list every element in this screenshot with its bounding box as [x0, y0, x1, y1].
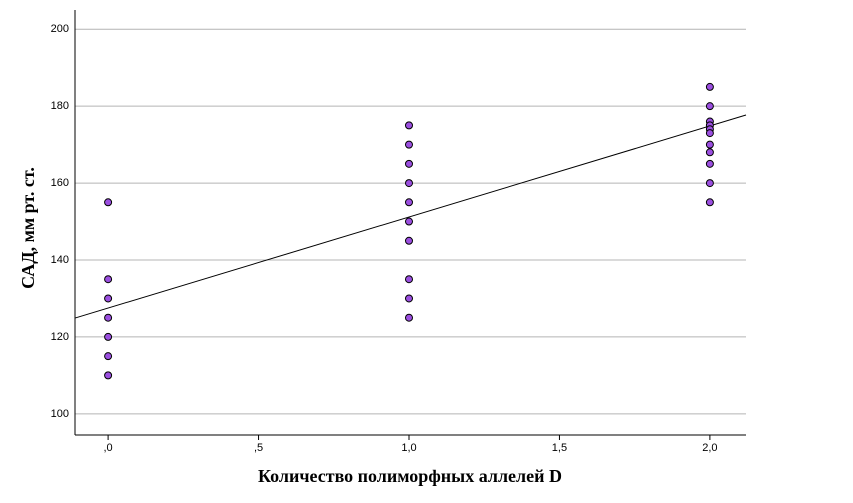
point	[404, 140, 413, 149]
point	[705, 198, 714, 207]
point	[404, 275, 413, 284]
point	[404, 179, 413, 188]
y-tick-label: 180	[51, 100, 69, 112]
point	[705, 129, 714, 138]
point	[104, 275, 113, 284]
y-tick-label: 100	[51, 408, 69, 420]
point	[404, 159, 413, 168]
point	[104, 198, 113, 207]
fit-line	[74, 114, 747, 319]
y-tick-label: 140	[51, 254, 69, 266]
point	[104, 313, 113, 322]
point	[404, 294, 413, 303]
point	[705, 140, 714, 149]
x-tick-label: 2,0	[702, 442, 717, 454]
point	[404, 236, 413, 245]
y-tick-label: 200	[51, 23, 69, 35]
x-tick-label: ,5	[254, 442, 263, 454]
y-tick-label: 160	[51, 177, 69, 189]
y-axis-title: САД, мм рт. ст.	[18, 167, 38, 289]
x-tick-label: ,0	[104, 442, 113, 454]
point	[104, 332, 113, 341]
point	[705, 159, 714, 168]
point	[104, 371, 113, 380]
y-tick-label: 120	[51, 331, 69, 343]
x-axis-title: Количество полиморфных аллелей D	[258, 466, 562, 486]
x-tick-label: 1,5	[552, 442, 567, 454]
point	[705, 148, 714, 157]
point	[104, 352, 113, 361]
x-tick-label: 1,0	[401, 442, 416, 454]
point	[404, 313, 413, 322]
point	[404, 121, 413, 130]
point	[705, 179, 714, 188]
point	[404, 217, 413, 226]
point	[705, 82, 714, 91]
point	[705, 102, 714, 111]
point	[404, 198, 413, 207]
point	[104, 294, 113, 303]
